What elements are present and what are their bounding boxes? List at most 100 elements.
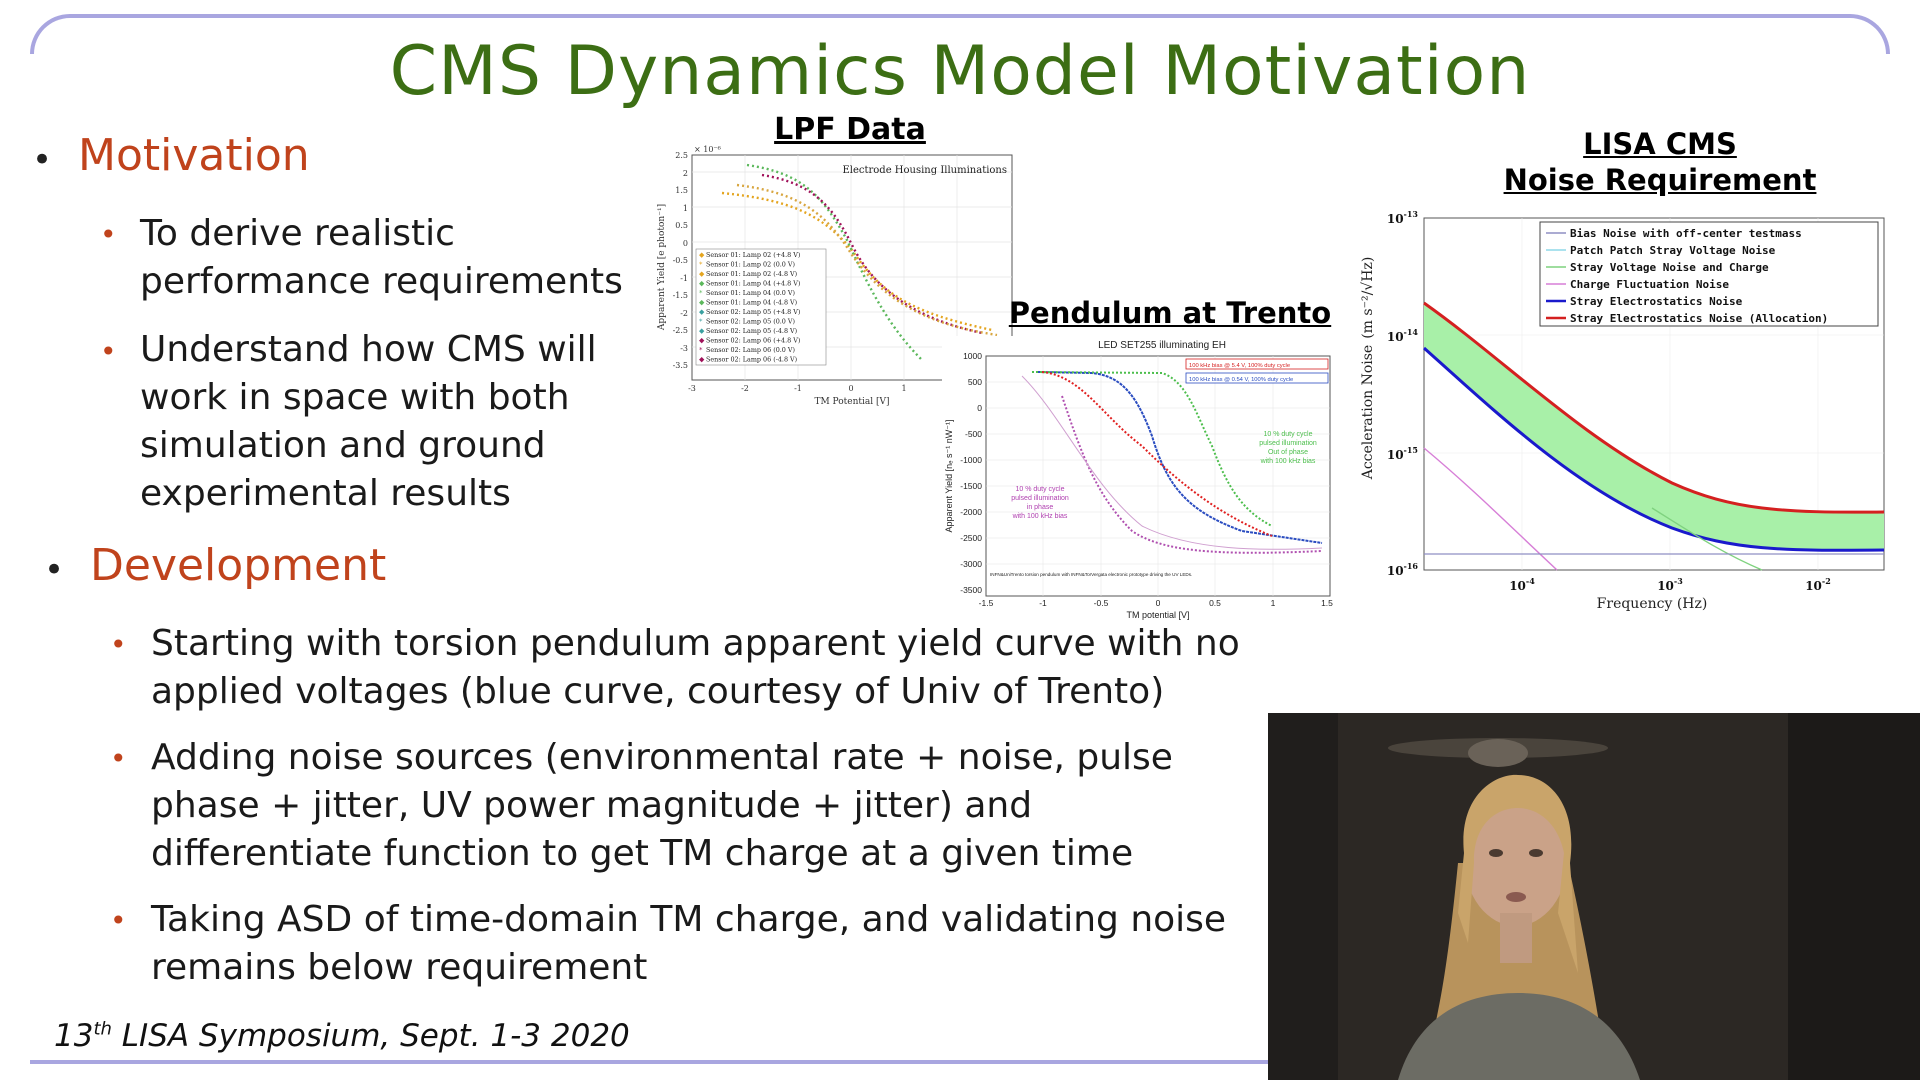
trento-legend-red-box	[1185, 358, 1329, 370]
trento-xtick: 0.5	[1209, 598, 1221, 608]
lisa-legend-item: Charge Fluctuation Noise	[1570, 278, 1729, 291]
lisa-ytick: 10-13	[1387, 209, 1419, 226]
lpf-legend-item: Sensor 01: Lamp 02 (+4.8 V)	[706, 251, 800, 259]
lisa-xlabel: Frequency (Hz)	[1597, 596, 1708, 612]
lisa-xtick: 10-4	[1509, 576, 1535, 593]
lpf-legend-box	[695, 248, 827, 366]
lisa-curve-charge-fluctuation	[1423, 447, 1558, 571]
lisa-plot: 10-13 10-14 10-15 10-16 10-4 10-3 10-2 F…	[1352, 208, 1892, 620]
trento-plot: LED SET255 illuminating EH 1000 500 0 -5…	[942, 336, 1336, 622]
trento-xticks: -1.5 -1 -0.5 0 0.5 1 1.5	[979, 598, 1334, 608]
trento-ann-magenta: 10 % duty cycle pulsed illumination in p…	[1011, 486, 1069, 520]
lpf-ytick: 0.5	[675, 221, 688, 230]
footer-citation: 13th LISA Symposium, Sept. 1-3 2020	[54, 1018, 630, 1054]
trento-ylabel: Apparent Yield [nₑ s⁻¹ nW⁻¹]	[944, 420, 954, 533]
lpf-curve	[736, 183, 998, 337]
lisa-curve-stray-voltage	[1651, 507, 1763, 571]
lisa-ytick: 10-15	[1387, 445, 1418, 462]
lpf-legend-markers: ◆*◆ ◆*◆ ◆*◆ ◆*◆	[699, 251, 705, 364]
trento-legend-blue-box	[1185, 372, 1329, 384]
trento-ytick: -1500	[960, 481, 982, 491]
trento-xtick: 0	[1156, 598, 1161, 608]
trento-legend-item: 100 kHz bias @ 0.54 V, 100% duty cycle	[1189, 377, 1293, 383]
trento-curve-blue	[1037, 371, 1323, 544]
trento-curve-thin	[1021, 375, 1323, 550]
trento-ytick: 1000	[963, 351, 982, 361]
lpf-xlabel: TM Potential [V]	[814, 397, 889, 407]
lpf-yticks: 2.5 2 1.5 1 0.5 0 -0.5 -1 -1.5 -2 -2.5 -…	[673, 151, 688, 370]
trento-inner-title: LED SET255 illuminating EH	[1098, 340, 1226, 351]
svg-text:with 100 kHz bias: with 100 kHz bias	[1012, 513, 1068, 520]
trento-xlabel: TM potential [V]	[1126, 610, 1189, 620]
lisa-ylabel: Acceleration Noise(m s⁻²/√Hz)	[1360, 257, 1376, 481]
presenter-image	[1268, 713, 1920, 1080]
lpf-ytick: 1.5	[675, 186, 688, 195]
lisa-legend-item: Stray Electrostatics Noise (Allocation)	[1570, 312, 1828, 325]
trento-ytick: -2000	[960, 507, 982, 517]
trento-ytick: 0	[977, 403, 982, 413]
lpf-legend-item: Sensor 02: Lamp 06 (0.0 V)	[706, 346, 795, 354]
bullet-dot: •	[110, 628, 127, 661]
lpf-legend-item: Sensor 02: Lamp 06 (+4.8 V)	[706, 337, 800, 345]
lpf-xtick: -3	[688, 384, 696, 393]
svg-text:*: *	[699, 318, 703, 326]
lpf-inner-title: Electrode Housing Illuminations	[842, 165, 1007, 176]
motivation-item-2: Understand how CMS will work in space wi…	[140, 329, 597, 514]
development-item-1: Starting with torsion pendulum apparent …	[151, 623, 1240, 712]
svg-text:*: *	[699, 289, 703, 297]
svg-text:◆: ◆	[699, 356, 705, 364]
lpf-legend-item: Sensor 02: Lamp 05 (0.0 V)	[706, 318, 795, 326]
svg-text:in phase: in phase	[1027, 504, 1054, 511]
lisa-band	[1424, 303, 1884, 551]
lpf-legend-item: Sensor 02: Lamp 05 (+4.8 V)	[706, 308, 800, 316]
lpf-exponent: × 10⁻⁶	[694, 145, 721, 154]
trento-ytick: -3500	[960, 585, 982, 595]
svg-text:Out of phase: Out of phase	[1268, 449, 1308, 456]
lisa-legend-item: Stray Electrostatics Noise	[1570, 295, 1743, 308]
svg-text:10 % duty cycle: 10 % duty cycle	[1015, 486, 1064, 493]
lpf-figure-title: LPF Data	[774, 112, 926, 147]
bullet-dot: •	[100, 218, 117, 251]
lpf-curves	[721, 163, 998, 361]
lpf-xtick: -1	[794, 384, 802, 393]
lpf-legend-item: Sensor 01: Lamp 02 (0.0 V)	[706, 261, 795, 269]
trento-xtick: 1.5	[1321, 598, 1333, 608]
lpf-ytick: -1	[680, 274, 688, 283]
lpf-ylabel: Apparent Yield [e photon⁻¹]	[657, 204, 667, 331]
trento-caption: INFN&UniTrento torsion pendulum with INF…	[990, 572, 1192, 577]
motivation-item-1: To derive realistic performance requirem…	[140, 213, 623, 302]
lisa-legend-labels: Bias Noise with off-center testmass Patc…	[1570, 227, 1828, 325]
lpf-xtick: -2	[741, 384, 749, 393]
trento-curve-magenta	[1061, 395, 1323, 554]
lpf-ytick: -2	[680, 309, 688, 318]
lpf-legend-item: Sensor 02: Lamp 05 (-4.8 V)	[706, 327, 797, 335]
svg-text:◆: ◆	[699, 251, 705, 259]
lpf-xtick: 0	[848, 384, 853, 393]
lisa-yticks: 10-13 10-14 10-15 10-16	[1387, 209, 1419, 578]
lisa-curve-stray	[1422, 346, 1885, 552]
bullet-dot: •	[32, 140, 53, 180]
motivation-heading: Motivation	[78, 130, 310, 181]
lpf-legend-item: Sensor 02: Lamp 06 (-4.8 V)	[706, 356, 797, 364]
svg-text:10 % duty cycle: 10 % duty cycle	[1263, 431, 1312, 438]
lisa-xtick: 10-3	[1657, 576, 1683, 593]
lpf-curve	[746, 163, 923, 361]
bullet-dot: •	[100, 335, 117, 368]
svg-text:◆: ◆	[699, 270, 705, 278]
lpf-xticks: -3 -2 -1 0 1 2	[688, 384, 959, 393]
lpf-ytick: -3	[680, 344, 688, 353]
lisa-legend-box	[1539, 221, 1879, 327]
svg-text:*: *	[699, 346, 703, 354]
bullet-dot: •	[110, 904, 127, 937]
lisa-legend-item: Stray Voltage Noise and Charge	[1570, 261, 1769, 274]
bullet-dot: •	[110, 742, 127, 775]
lpf-plot: × 10⁻⁶ Electrode Housing Illuminations 2…	[652, 145, 1022, 410]
svg-text:with 100 kHz bias: with 100 kHz bias	[1260, 458, 1316, 465]
lpf-ytick: -3.5	[673, 361, 688, 370]
slide-title: CMS Dynamics Model Motivation	[389, 32, 1531, 111]
svg-text:pulsed illumination: pulsed illumination	[1011, 495, 1069, 502]
lisa-curve-allocation	[1423, 301, 1885, 514]
lpf-xtick: 1	[901, 384, 906, 393]
lpf-ytick: 1	[683, 204, 688, 213]
slide-frame-bottom	[30, 1060, 1270, 1064]
